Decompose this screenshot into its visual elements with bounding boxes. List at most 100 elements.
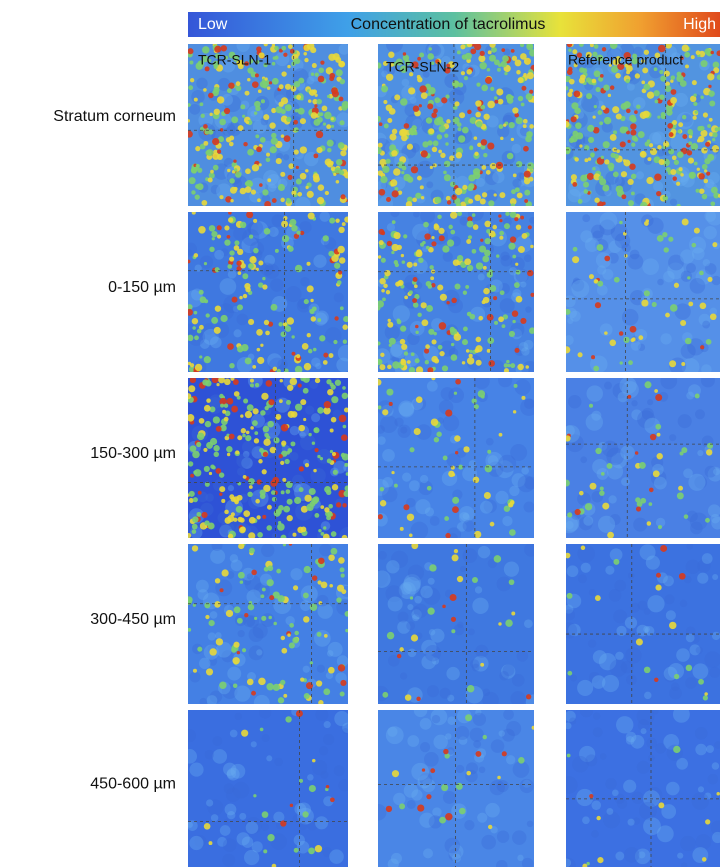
tile-spot xyxy=(592,126,600,134)
tile-spot xyxy=(204,481,210,487)
tile-texture xyxy=(266,173,281,189)
tile-spot xyxy=(268,399,275,406)
tile-texture xyxy=(315,816,329,830)
tile-spot xyxy=(490,86,495,91)
tile-spot xyxy=(428,47,432,51)
tile-texture xyxy=(446,453,461,468)
tile-spot xyxy=(244,61,250,67)
tile-texture xyxy=(378,570,391,588)
tile-spot xyxy=(680,319,687,327)
tile-spot xyxy=(251,164,260,172)
tile-spot xyxy=(566,552,571,559)
tile-texture xyxy=(642,258,660,276)
tile-texture xyxy=(216,641,232,658)
tile-texture xyxy=(407,603,414,611)
tile-texture xyxy=(264,254,276,266)
tile-spot xyxy=(219,195,224,200)
tile-spot xyxy=(257,89,262,94)
tile-texture xyxy=(403,574,422,592)
tile-spot xyxy=(506,97,514,104)
tile-spot xyxy=(264,77,268,81)
tile-spot xyxy=(630,173,637,180)
tile-texture xyxy=(487,461,504,477)
tile-spot xyxy=(451,194,457,201)
tile-spot xyxy=(707,124,712,128)
tile-texture xyxy=(501,664,516,679)
tile-texture xyxy=(326,650,334,657)
tile-spot xyxy=(414,358,420,364)
tile-texture xyxy=(482,688,491,697)
tile-spot xyxy=(512,173,517,178)
tile-spot xyxy=(211,237,215,241)
tile-spot xyxy=(406,513,415,521)
tile-spot xyxy=(198,418,205,424)
tile-spot xyxy=(286,317,295,325)
tile-spot xyxy=(286,197,291,202)
tile-spot xyxy=(255,134,260,139)
tile-texture xyxy=(425,44,440,57)
tile-spot xyxy=(413,131,418,136)
tile-spot xyxy=(393,231,401,240)
tile-spot xyxy=(342,503,347,508)
tile-spot xyxy=(498,432,503,437)
tile-spot xyxy=(378,188,386,196)
tile-spot xyxy=(208,129,214,135)
tile-texture xyxy=(472,712,487,726)
tile-spot xyxy=(466,239,472,244)
tile-texture xyxy=(188,820,198,832)
tile-spot xyxy=(484,249,491,257)
tile-spot xyxy=(191,545,199,552)
tile-spot xyxy=(602,184,610,192)
tile-spot xyxy=(428,246,434,253)
tile-texture xyxy=(188,323,195,335)
tile-spot xyxy=(509,212,517,218)
tile-texture xyxy=(310,467,326,484)
tile-spot xyxy=(248,532,256,538)
tile-texture xyxy=(702,320,711,329)
tile-spot xyxy=(378,300,385,308)
tile-spot xyxy=(304,494,312,502)
tile-spot xyxy=(566,120,570,128)
tile-spot xyxy=(318,67,325,74)
tile-texture xyxy=(432,807,442,817)
tile-spot xyxy=(229,256,235,262)
tile-texture xyxy=(397,424,411,438)
tile-texture xyxy=(657,64,666,74)
tile-texture xyxy=(485,802,500,818)
tile-spot xyxy=(458,82,464,88)
tile-texture xyxy=(474,586,483,594)
tile-spot xyxy=(575,132,584,140)
tile-spot xyxy=(706,171,711,176)
tile-spot xyxy=(198,226,206,234)
tile-spot xyxy=(415,250,423,258)
tile-spot xyxy=(282,544,287,547)
tile-texture xyxy=(566,425,580,443)
tile-spot xyxy=(623,52,631,60)
tile-texture xyxy=(709,666,720,678)
tile-spot xyxy=(220,403,225,408)
tile-spot xyxy=(429,265,434,270)
tile-spot xyxy=(630,129,637,136)
tile-texture xyxy=(591,675,606,689)
tile-spot xyxy=(205,380,212,387)
tile-spot xyxy=(251,256,256,261)
tile-texture xyxy=(380,182,388,189)
tile-spot xyxy=(472,224,479,230)
tile-spot xyxy=(444,133,449,138)
tile-spot xyxy=(258,282,264,288)
tile-spot xyxy=(503,223,510,230)
tile-spot xyxy=(496,88,504,96)
tile-spot xyxy=(387,118,393,123)
tile-spot xyxy=(572,49,578,55)
tile-spot xyxy=(338,489,346,498)
tile-spot xyxy=(196,511,202,517)
tile-spot xyxy=(271,107,277,114)
tile-texture xyxy=(487,455,499,466)
tile-spot xyxy=(584,503,593,511)
tile-spot xyxy=(204,66,210,72)
tile-texture xyxy=(630,340,641,351)
image-tile xyxy=(188,44,348,206)
tile-spot xyxy=(280,171,286,177)
tile-texture xyxy=(327,641,343,657)
tile-spot xyxy=(272,591,280,599)
